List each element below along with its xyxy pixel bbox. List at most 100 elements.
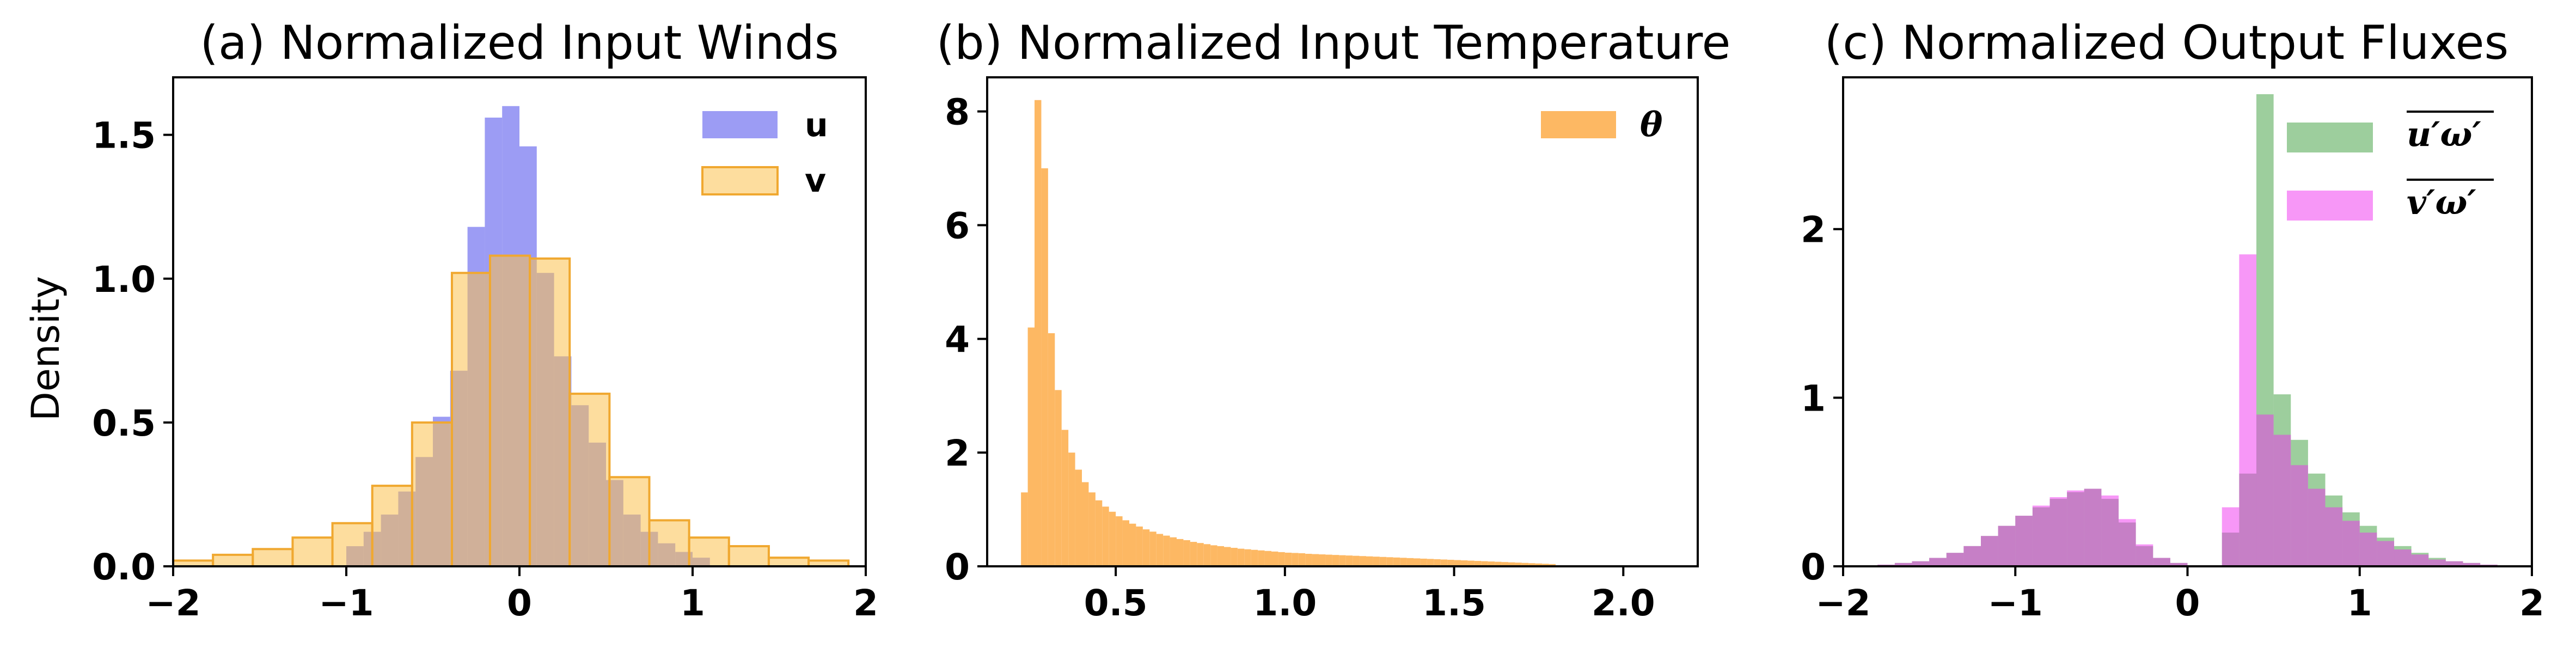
- histogram-bar: [450, 272, 491, 567]
- histogram-bar: [1345, 555, 1353, 566]
- legend-label-theta: θ: [1640, 105, 1663, 144]
- histogram-bar: [1292, 553, 1299, 566]
- y-tick-label: 0: [1801, 546, 1826, 588]
- histogram-bar: [2153, 558, 2170, 566]
- histogram-bar: [1501, 562, 1508, 566]
- histogram-bar: [1021, 492, 1028, 566]
- histogram-bar: [1406, 558, 1414, 566]
- legend-label-u: u: [805, 106, 828, 144]
- histogram-bar: [2136, 544, 2153, 566]
- histogram-bar: [727, 545, 770, 568]
- histogram-bar: [1332, 555, 1339, 566]
- histogram-bar: [1454, 560, 1461, 566]
- histogram-bar: [1542, 564, 1549, 566]
- panel-c-title: (c) Normalized Output Fluxes: [1825, 16, 2509, 70]
- histogram-bar: [371, 485, 413, 568]
- legend-label-uw: u′ω′: [2407, 114, 2481, 154]
- panel-b-legend: θ: [1541, 105, 1663, 144]
- histogram-bar: [1035, 100, 1042, 566]
- legend-swatch-theta: [1541, 111, 1616, 138]
- histogram-bar: [1894, 563, 1912, 566]
- histogram-bar: [2239, 254, 2257, 566]
- histogram-bar: [1467, 560, 1474, 566]
- y-tick-label: 0.0: [92, 546, 156, 588]
- histogram-bar: [529, 257, 571, 568]
- histogram-bar: [1312, 554, 1319, 566]
- histogram-bar: [1224, 547, 1231, 566]
- histogram-bar: [2377, 541, 2395, 566]
- histogram-bar: [1095, 500, 1103, 566]
- histogram-bar: [1055, 390, 1062, 566]
- y-tick-label: 1.5: [92, 115, 156, 157]
- histogram-bar: [2101, 495, 2119, 566]
- panel-c-legend: u′ω′ v′ω′: [2287, 111, 2494, 222]
- histogram-bar: [291, 536, 334, 567]
- histogram-bar: [1319, 554, 1326, 566]
- histogram-bar: [1271, 551, 1278, 566]
- histogram-bar: [1386, 557, 1393, 566]
- panel-a-ylabel: Density: [23, 276, 68, 421]
- histogram-bar: [1156, 534, 1164, 566]
- histogram-bar: [1474, 561, 1482, 566]
- histogram-bar: [1048, 333, 1055, 566]
- histogram-bar: [1027, 327, 1035, 566]
- legend-label-vw: v′ω′: [2407, 182, 2476, 222]
- histogram-bar: [1440, 559, 1448, 566]
- histogram-bar: [1142, 529, 1150, 566]
- histogram-bar: [2032, 505, 2050, 566]
- panel-b-frame: [986, 76, 1699, 567]
- histogram-bar: [2394, 549, 2412, 566]
- histogram-bar: [1183, 540, 1190, 566]
- histogram-bar: [2049, 497, 2067, 566]
- x-tick-label: −1: [1988, 582, 2043, 624]
- histogram-bar: [1217, 546, 1224, 566]
- panel-a-title: (a) Normalized Input Winds: [200, 16, 839, 70]
- y-tick-label: 2: [1801, 209, 1826, 251]
- panel-a-bars: [172, 106, 850, 568]
- histogram-bar: [2170, 563, 2188, 566]
- histogram-bar: [1414, 558, 1421, 566]
- histogram-bar: [1528, 563, 1535, 566]
- histogram-bar: [1278, 552, 1285, 566]
- histogram-bar: [2084, 488, 2102, 566]
- x-tick-label: 1.5: [1422, 582, 1486, 624]
- histogram-bar: [411, 421, 453, 567]
- y-tick-label: 8: [945, 91, 970, 133]
- histogram-bar: [1508, 562, 1515, 566]
- x-tick-label: 1: [2347, 582, 2372, 624]
- histogram-bar: [1102, 506, 1109, 566]
- histogram-bar: [1400, 558, 1407, 566]
- histogram-bar: [2411, 554, 2429, 566]
- histogram-bar: [2428, 559, 2446, 566]
- x-tick-label: 0: [507, 582, 532, 624]
- histogram-bar: [1998, 525, 2016, 566]
- histogram-bar: [1461, 560, 1468, 566]
- legend-label-v: v: [805, 162, 826, 200]
- y-tick-label: 1.0: [92, 259, 156, 301]
- x-tick-label: 2: [853, 582, 878, 624]
- y-tick-label: 0.5: [92, 402, 156, 444]
- histogram-bar: [648, 519, 690, 567]
- histogram-bar: [1946, 553, 1964, 566]
- histogram-bar: [2308, 488, 2326, 566]
- histogram-bar: [1203, 544, 1211, 566]
- histogram-bar: [1122, 520, 1129, 566]
- histogram-bar: [1136, 526, 1143, 566]
- y-tick-label: 2: [945, 432, 970, 474]
- histogram-bar: [331, 522, 374, 568]
- panel-c-fluxes: (c) Normalized Output Fluxes −2 −1 0 1 2012 …: [1801, 16, 2544, 624]
- y-tick-label: 6: [945, 205, 970, 247]
- histogram-bar: [252, 548, 294, 567]
- histogram-bar: [1149, 531, 1157, 566]
- histogram-bar: [1535, 563, 1543, 566]
- histogram-bar: [1549, 564, 1556, 566]
- histogram-bar: [1088, 492, 1096, 566]
- histogram-bar: [2325, 507, 2343, 566]
- histogram-bar: [2256, 414, 2274, 566]
- legend-swatch-v: [701, 166, 779, 195]
- legend-swatch-uw: [2287, 123, 2373, 152]
- histogram-bar: [1393, 557, 1400, 566]
- histogram-bar: [1116, 516, 1123, 566]
- histogram-bar: [212, 553, 254, 567]
